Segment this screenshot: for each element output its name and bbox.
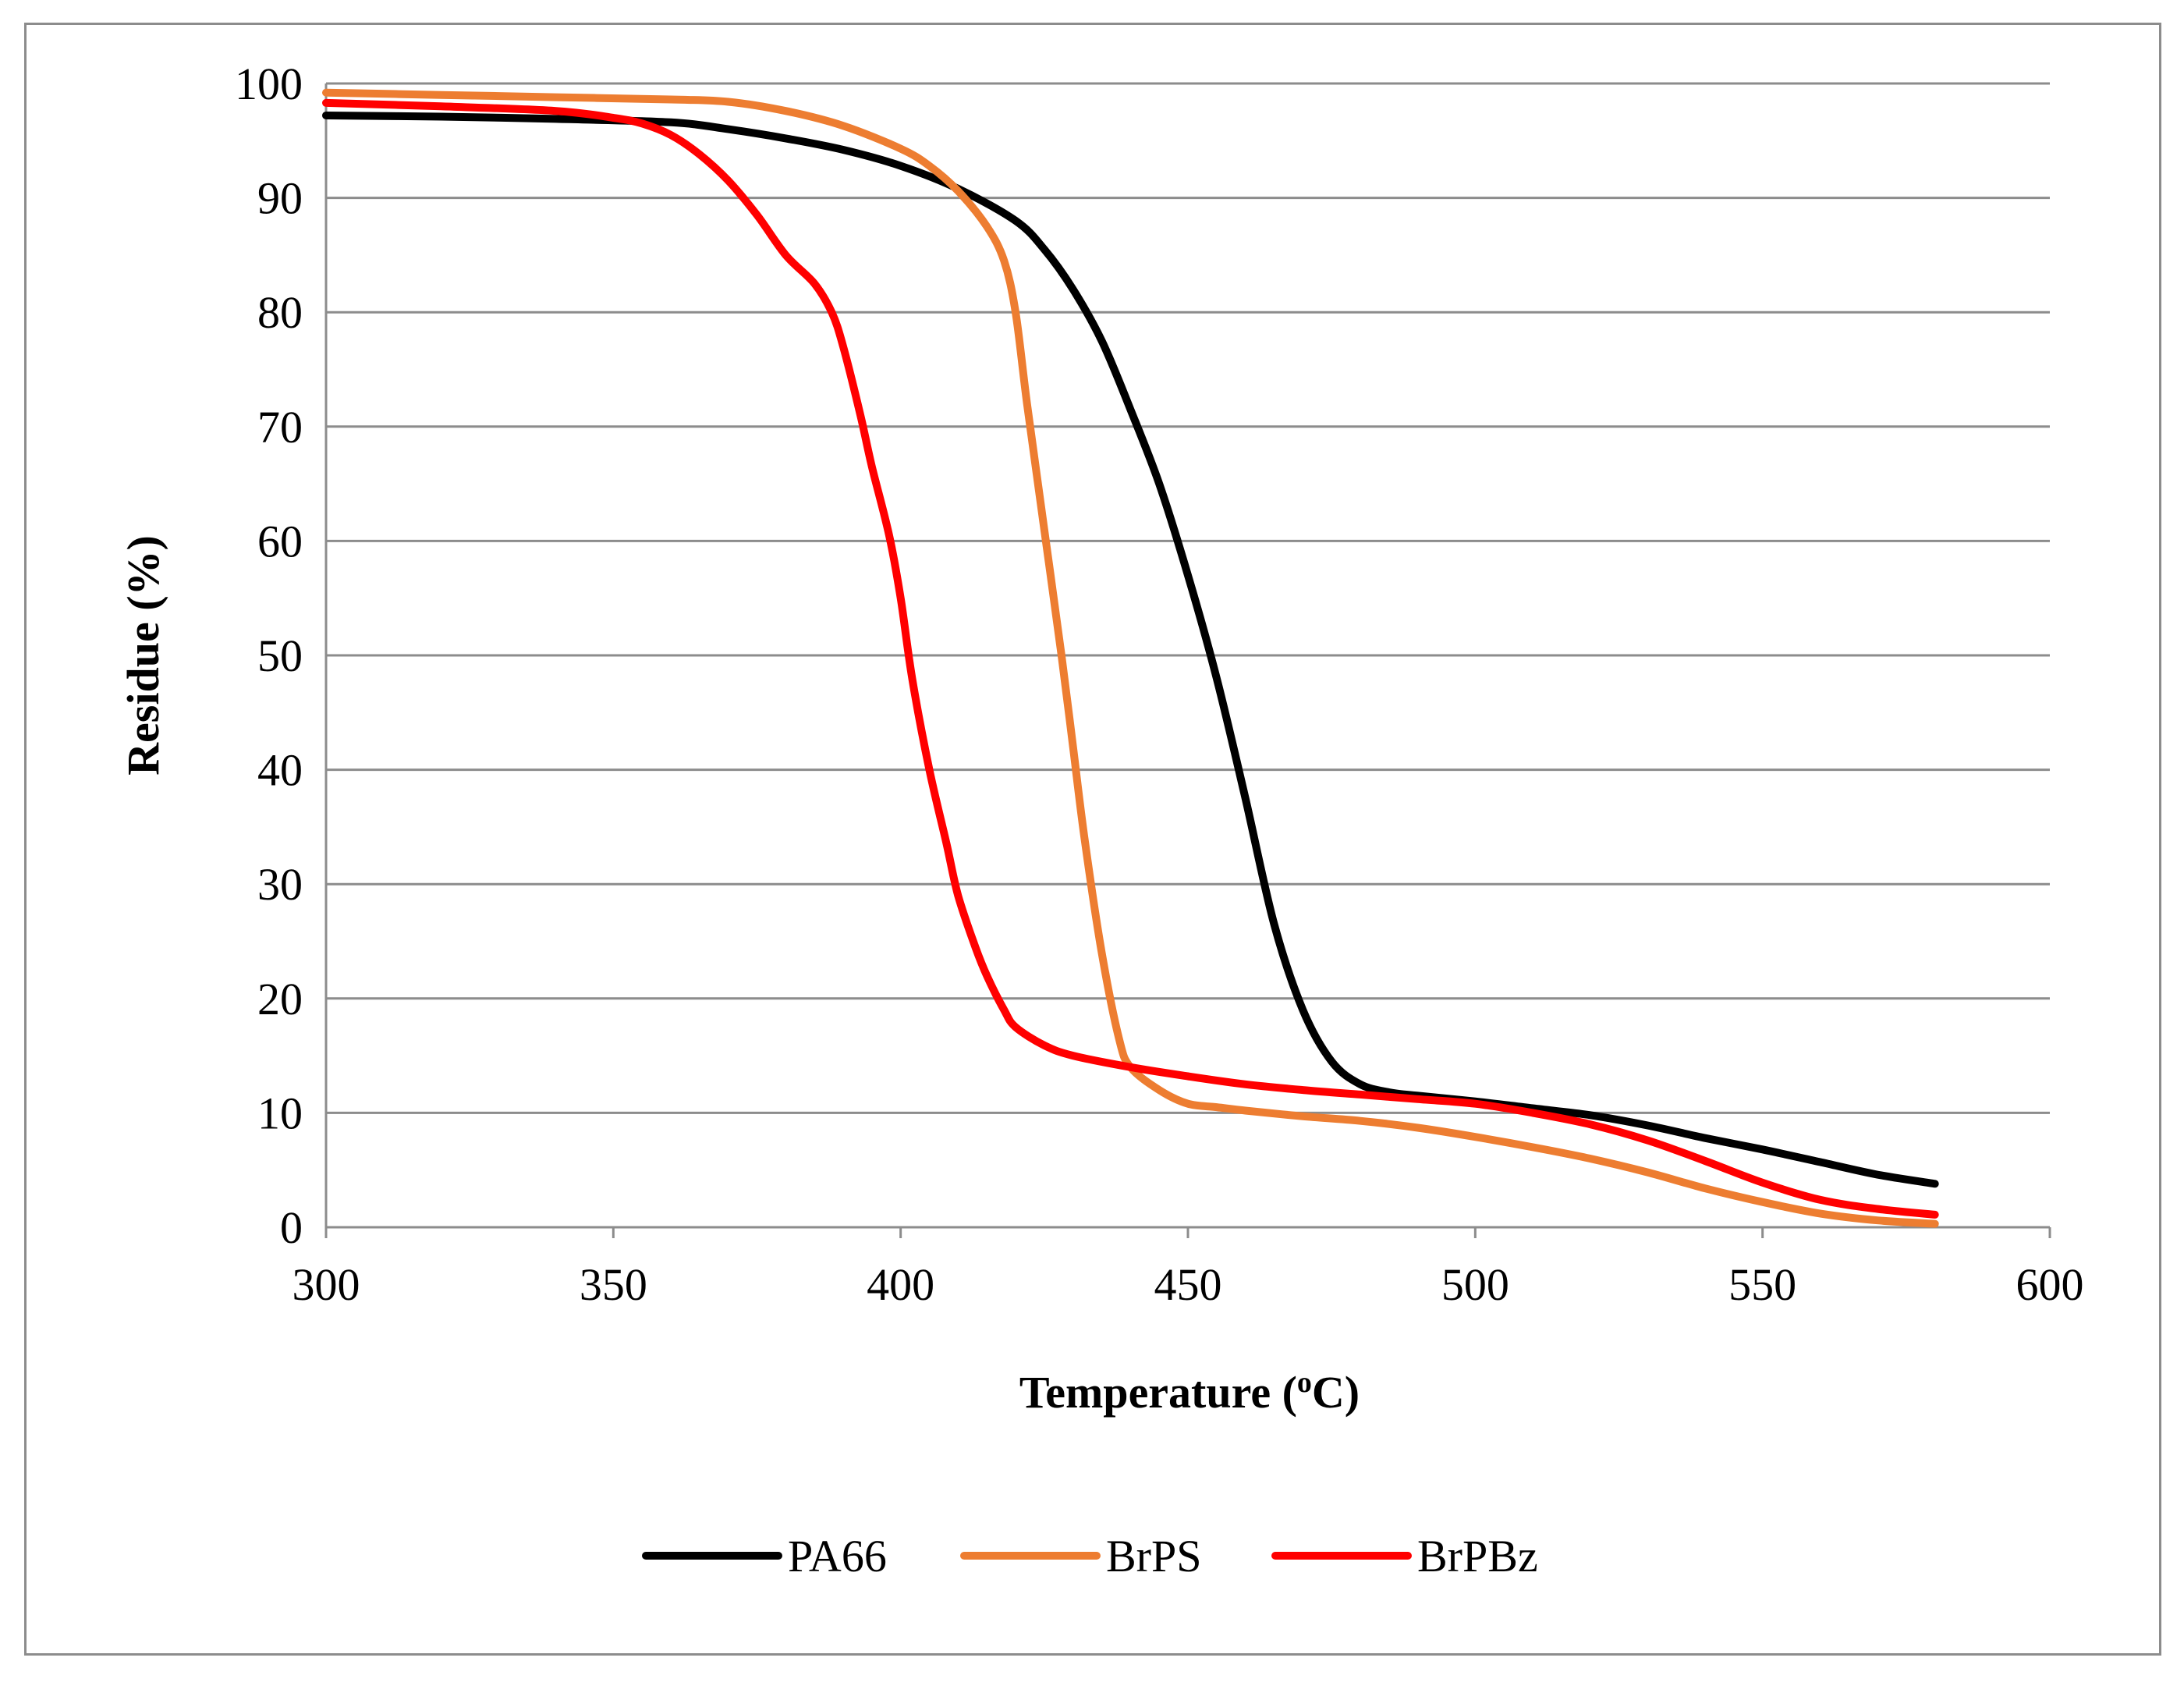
y-axis-ticks: 0 10 20 30 40 50 60 70 80 90 100 xyxy=(235,59,303,1253)
y-tick-label: 90 xyxy=(257,173,303,224)
y-tick-label: 80 xyxy=(257,287,303,338)
x-tick-label: 400 xyxy=(867,1259,934,1310)
y-tick-label: 30 xyxy=(257,859,303,910)
chart-frame xyxy=(24,23,2161,1656)
legend: PA66 BrPS BrPBz xyxy=(642,1531,1538,1581)
x-tick-label: 550 xyxy=(1728,1259,1796,1310)
legend-label-pa66: PA66 xyxy=(788,1531,887,1581)
series-line-brps xyxy=(322,88,1939,1228)
y-tick-label: 70 xyxy=(257,402,303,453)
x-axis-title: Temperature (oC) xyxy=(1019,1366,1360,1418)
x-axis-title-suffix: C) xyxy=(1312,1367,1360,1418)
y-tick-label: 10 xyxy=(257,1088,303,1138)
y-tick-label: 0 xyxy=(280,1202,303,1253)
y-tick-label: 60 xyxy=(257,516,303,566)
x-tick-label: 300 xyxy=(292,1259,360,1310)
gridlines xyxy=(326,82,2050,1114)
legend-label-brpbz: BrPBz xyxy=(1417,1531,1538,1581)
x-axis-title-superscript: o xyxy=(1297,1366,1312,1399)
x-axis-title-main: Temperature ( xyxy=(1019,1367,1297,1418)
x-tick-label: 350 xyxy=(580,1259,647,1310)
series-line-pa66 xyxy=(322,112,1939,1188)
x-tick-label: 600 xyxy=(2016,1259,2084,1310)
x-tick-label: 500 xyxy=(1441,1259,1509,1310)
series-lines xyxy=(322,88,1939,1228)
y-tick-label: 50 xyxy=(257,630,303,681)
series-line-brpbz xyxy=(322,98,1939,1219)
legend-label-brps: BrPS xyxy=(1106,1531,1202,1581)
y-axis-title: Residue (%) xyxy=(118,535,168,776)
y-tick-label: 20 xyxy=(257,974,303,1024)
x-tick-label: 450 xyxy=(1154,1259,1222,1310)
y-tick-label: 40 xyxy=(257,745,303,796)
x-axis-ticks: 300 350 400 450 500 550 600 xyxy=(292,1227,2084,1310)
y-tick-label: 100 xyxy=(235,59,303,109)
